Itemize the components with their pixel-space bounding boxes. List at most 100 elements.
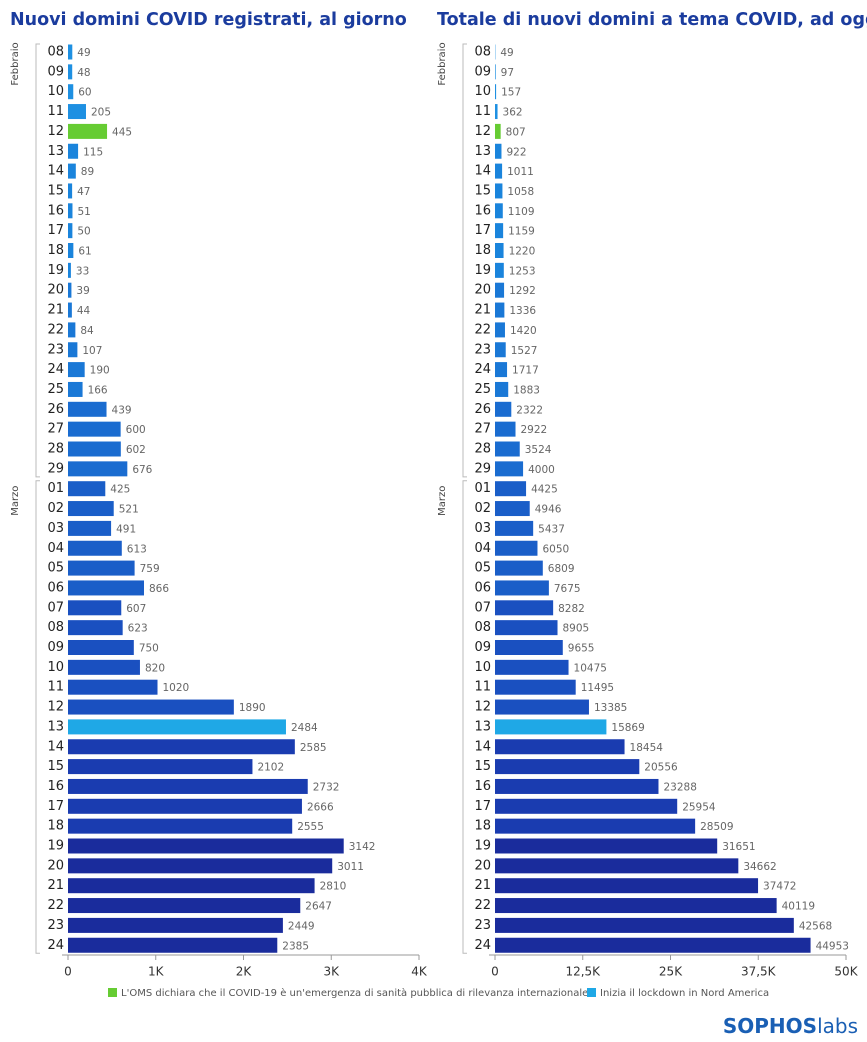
value-label: 4000 <box>528 464 555 476</box>
bar <box>495 421 516 437</box>
value-label: 2647 <box>305 901 332 913</box>
value-label: 1020 <box>163 682 190 694</box>
category-label: 26 <box>474 402 491 417</box>
category-label: 06 <box>47 580 64 595</box>
bar <box>68 937 278 953</box>
value-label: 521 <box>119 504 139 516</box>
bar <box>68 322 76 338</box>
category-label: 25 <box>47 382 64 397</box>
bar <box>495 223 504 239</box>
value-label: 4425 <box>531 484 558 496</box>
category-label: 20 <box>474 283 491 298</box>
bar <box>68 858 333 874</box>
category-label: 08 <box>47 620 64 635</box>
category-label: 17 <box>474 799 491 814</box>
value-label: 11495 <box>581 682 614 694</box>
value-label: 676 <box>132 464 152 476</box>
category-label: 16 <box>474 203 491 218</box>
category-label: 01 <box>47 481 64 496</box>
value-label: 2322 <box>516 404 543 416</box>
bar <box>68 679 158 695</box>
value-label: 866 <box>149 583 169 595</box>
category-label: 07 <box>474 600 491 615</box>
group-bracket <box>462 43 467 478</box>
category-label: 08 <box>474 45 491 60</box>
category-label: 28 <box>474 442 491 457</box>
value-label: 2449 <box>288 920 315 932</box>
value-label: 44 <box>77 305 91 317</box>
value-label: 8905 <box>563 623 590 635</box>
category-label: 06 <box>474 580 491 595</box>
value-label: 2666 <box>307 801 334 813</box>
category-label: 17 <box>47 223 64 238</box>
bar <box>68 719 286 735</box>
category-label: 03 <box>47 521 64 536</box>
value-label: 44953 <box>816 940 849 952</box>
value-label: 166 <box>88 384 108 396</box>
value-label: 23288 <box>663 781 696 793</box>
bar <box>495 183 503 199</box>
bar <box>495 917 794 933</box>
bar <box>495 699 589 715</box>
bar <box>495 322 505 338</box>
x-tick-label: 4K <box>411 965 428 979</box>
category-label: 26 <box>47 402 64 417</box>
value-label: 2102 <box>257 762 284 774</box>
value-label: 1220 <box>509 246 536 258</box>
bar <box>495 143 502 159</box>
value-label: 445 <box>112 126 132 138</box>
value-label: 2732 <box>313 781 340 793</box>
value-label: 1159 <box>508 226 535 238</box>
value-label: 3011 <box>337 861 364 873</box>
bar <box>68 203 73 219</box>
category-label: 17 <box>474 223 491 238</box>
bar <box>495 84 497 100</box>
value-label: 13385 <box>594 702 627 714</box>
value-label: 49 <box>500 47 513 59</box>
value-label: 33 <box>76 265 89 277</box>
value-label: 6809 <box>548 563 575 575</box>
category-label: 27 <box>47 422 64 437</box>
value-label: 425 <box>110 484 130 496</box>
category-label: 13 <box>474 719 491 734</box>
bar <box>68 362 85 378</box>
bar <box>495 203 503 219</box>
value-label: 1058 <box>507 186 534 198</box>
group-label: Marzo <box>437 486 448 516</box>
bar <box>495 123 501 139</box>
bar <box>495 818 696 834</box>
category-label: 22 <box>47 322 64 337</box>
bar <box>68 540 122 556</box>
legend-swatch <box>587 988 596 997</box>
bar <box>495 163 503 179</box>
category-label: 13 <box>47 144 64 159</box>
bar <box>495 937 811 953</box>
bar <box>495 302 505 318</box>
category-label: 10 <box>474 660 491 675</box>
group-bracket <box>35 480 40 954</box>
value-label: 39 <box>76 285 89 297</box>
category-label: 19 <box>47 263 64 278</box>
value-label: 600 <box>126 424 146 436</box>
category-label: 12 <box>47 124 64 139</box>
bar <box>68 699 234 715</box>
bar <box>495 262 504 278</box>
category-label: 11 <box>47 104 64 119</box>
category-label: 12 <box>474 124 491 139</box>
category-label: 20 <box>47 283 64 298</box>
category-label: 23 <box>47 918 64 933</box>
bar <box>495 104 498 120</box>
bar <box>495 342 506 358</box>
value-label: 51 <box>77 206 90 218</box>
bar <box>495 640 563 655</box>
value-label: 623 <box>128 623 148 635</box>
x-tick-label: 0 <box>64 965 72 979</box>
category-label: 14 <box>47 164 64 179</box>
value-label: 2922 <box>521 424 548 436</box>
value-label: 1253 <box>509 265 536 277</box>
value-label: 190 <box>90 365 110 377</box>
bar <box>68 798 302 814</box>
category-label: 29 <box>47 461 64 476</box>
category-label: 09 <box>47 640 64 655</box>
